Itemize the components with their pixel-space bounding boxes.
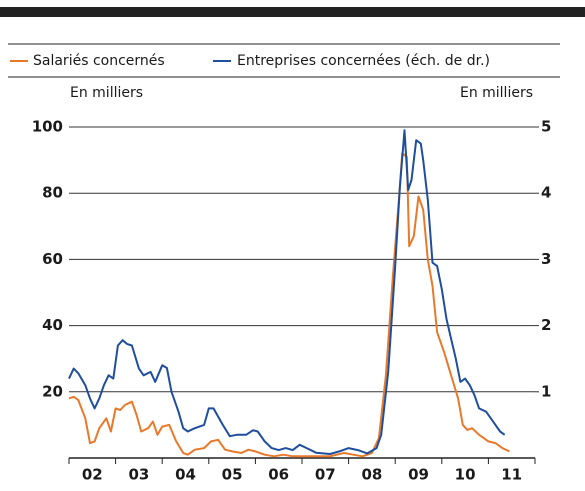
x-tick-label: 09: [408, 466, 429, 484]
y2-tick-label: 2: [541, 316, 551, 334]
series-line: [68, 152, 510, 458]
header-bar: [0, 7, 585, 17]
x-tick-label: 10: [455, 466, 476, 484]
x-tick-label: 02: [82, 466, 103, 484]
x-tick-label: 05: [222, 466, 243, 484]
y2-tick-label: 4: [541, 184, 551, 202]
x-tick-label: 06: [268, 466, 289, 484]
x-tick-label: 03: [128, 466, 149, 484]
y-tick-label: 80: [42, 184, 63, 202]
y2-tick-label: 5: [541, 118, 551, 136]
y-tick-label: 20: [42, 382, 63, 400]
x-tick-label: 08: [361, 466, 382, 484]
y2-tick-label: 3: [541, 250, 551, 268]
x-tick-label: 07: [315, 466, 336, 484]
x-tick-label: 11: [501, 466, 522, 484]
y-tick-label: 100: [32, 118, 63, 136]
y2-tick-label: 1: [541, 382, 551, 400]
y2-axis-label: En milliers: [460, 85, 533, 101]
y-tick-label: 60: [42, 250, 63, 268]
y-tick-label: 40: [42, 316, 63, 334]
legend-label: Salariés concernés: [33, 53, 165, 69]
y-axis-label: En milliers: [70, 85, 143, 101]
series-line: [68, 129, 506, 455]
x-tick-label: 04: [175, 466, 196, 484]
legend-label: Entreprises concernées (éch. de dr.): [237, 53, 490, 69]
